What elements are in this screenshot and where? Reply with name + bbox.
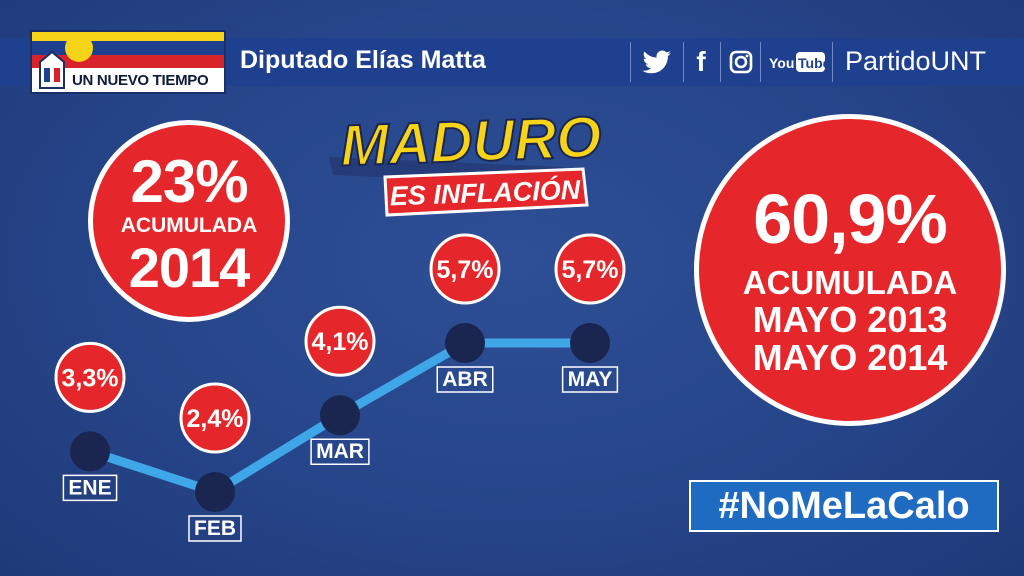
accumulated-12-month-value: 60,9%	[753, 180, 947, 258]
data-point	[70, 431, 110, 472]
data-point	[195, 472, 235, 512]
data-label-badge	[54, 341, 126, 413]
data-label: 5,7%	[562, 256, 619, 284]
data-point	[445, 323, 485, 363]
svg-text:You: You	[769, 55, 794, 71]
data-label-badge	[304, 305, 376, 377]
divider	[832, 42, 833, 82]
facebook-icon[interactable]: f	[696, 46, 706, 77]
period-end: MAYO 2014	[752, 337, 948, 378]
data-point	[570, 323, 610, 363]
hashtag-banner: #NoMeLaCalo	[689, 480, 999, 532]
maduro-title: MADURO	[339, 105, 602, 179]
party-handle: PartidoUNT	[845, 46, 987, 76]
x-tick-label: FEB	[194, 517, 236, 540]
accumulated-2014-value: 23%	[130, 148, 248, 215]
data-label: 2,4%	[187, 405, 244, 433]
data-label-badge	[179, 382, 251, 454]
data-label-badge	[554, 233, 626, 305]
maduro-subtitle: ES INFLACIÓN	[389, 174, 581, 212]
data-point	[320, 395, 360, 436]
data-label: 5,7%	[437, 256, 494, 284]
twitter-icon[interactable]	[636, 45, 678, 79]
divider	[630, 42, 631, 82]
x-tick-box	[561, 366, 619, 393]
house-icon	[39, 50, 65, 89]
accumulated-2014-badge: 23% ACUMULADA 2014	[88, 120, 290, 322]
instagram-icon[interactable]	[725, 45, 757, 79]
sun-icon	[65, 34, 93, 62]
data-label: 3,3%	[62, 364, 119, 392]
data-label: 4,1%	[312, 328, 369, 356]
data-label-badge	[429, 233, 501, 305]
maduro-inflation-logo: MADURO ES INFLACIÓN	[329, 105, 603, 217]
party-logo: UN NUEVO TIEMPO	[30, 30, 226, 94]
x-tick-label: MAR	[316, 440, 364, 463]
accumulated-12-month-label: ACUMULADA	[742, 264, 958, 301]
x-tick-label: ABR	[442, 368, 488, 391]
youtube-icon[interactable]: You Tube	[766, 45, 828, 79]
x-tick-box	[310, 438, 370, 465]
logo-text: UN NUEVO TIEMPO	[72, 72, 209, 89]
divider	[720, 42, 721, 82]
deputy-name: Diputado Elías Matta	[240, 46, 486, 74]
x-tick-label: MAY	[568, 368, 613, 391]
x-tick-label: ENE	[68, 476, 111, 499]
divider	[760, 42, 761, 82]
divider	[683, 42, 684, 82]
accumulated-2014-label: ACUMULADA	[120, 214, 258, 237]
accumulated-2014-year: 2014	[128, 236, 251, 299]
x-tick-box	[436, 366, 494, 393]
period-start: MAYO 2013	[752, 299, 948, 340]
x-tick-box	[62, 474, 118, 502]
svg-text:Tube: Tube	[798, 55, 826, 71]
x-tick-box	[188, 515, 242, 542]
accumulated-12-month-badge: 60,9% ACUMULADA MAYO 2013 MAYO 2014	[694, 114, 1006, 426]
